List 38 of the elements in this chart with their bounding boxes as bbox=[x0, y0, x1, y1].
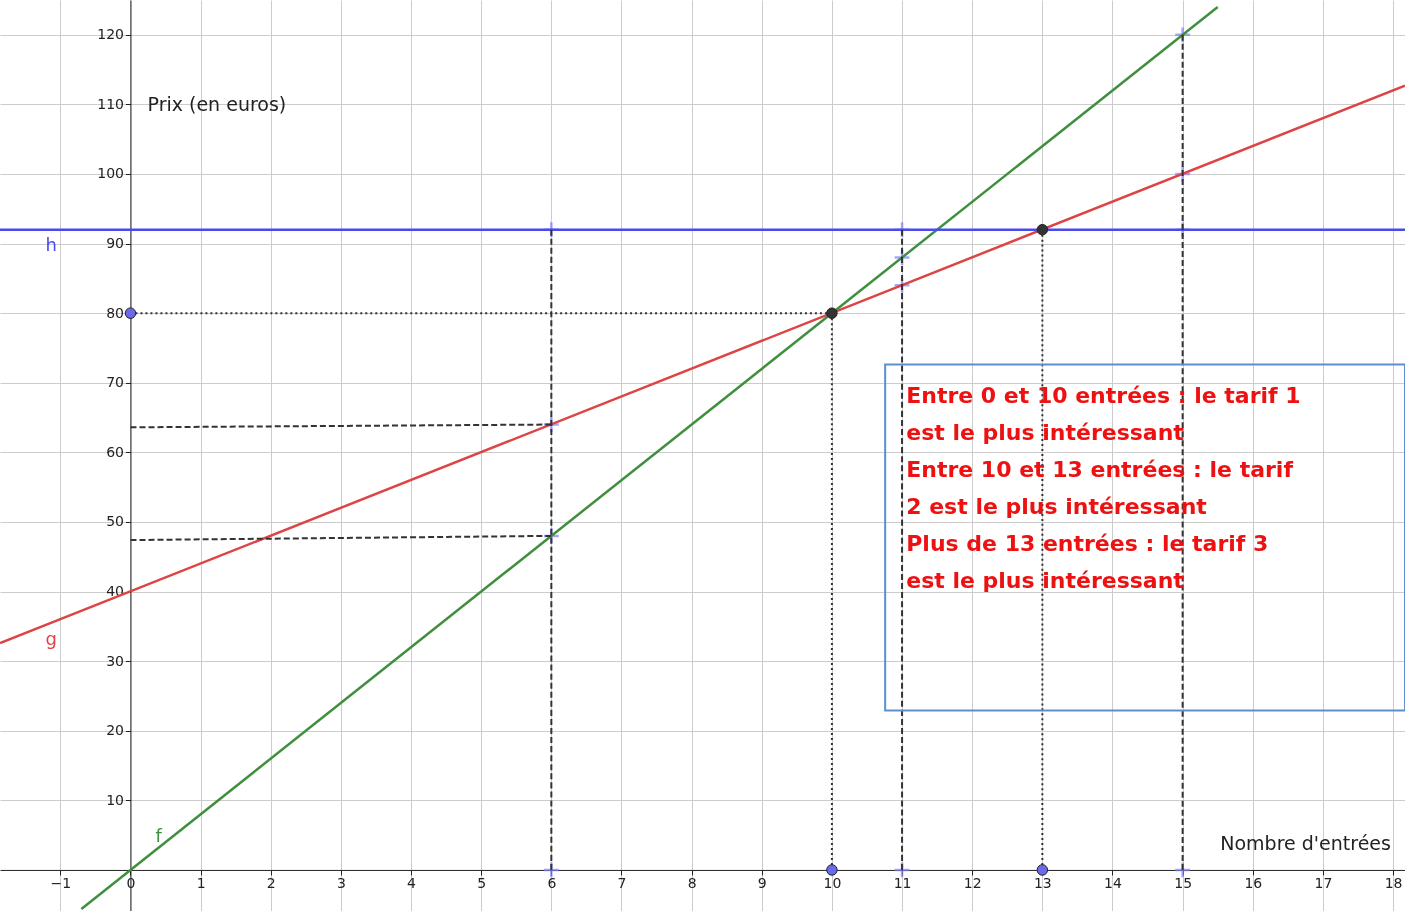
x-tick-label: 12 bbox=[963, 875, 982, 892]
annotation: Plus de 13 entrées : le tarif 3 est le plus intéressant bbox=[906, 531, 1269, 594]
x-tick-label: 13 bbox=[1033, 875, 1052, 892]
series-label: f bbox=[155, 824, 163, 846]
x-tick-label: 10 bbox=[823, 875, 842, 892]
x-tick-label: −1 bbox=[50, 875, 72, 892]
y-tick-label: 120 bbox=[97, 26, 124, 43]
x-tick-label: 6 bbox=[547, 875, 557, 892]
y-axis-title: Prix (en euros) bbox=[147, 92, 287, 115]
annotation: Entre 10 et 13 entrées : le tarif 2 est le plus intéressant bbox=[906, 457, 1294, 520]
x-tick-label: 7 bbox=[617, 875, 627, 892]
series-label: g bbox=[45, 627, 57, 649]
y-tick-label: 10 bbox=[106, 791, 124, 808]
y-tick-label: 100 bbox=[97, 165, 124, 182]
x-tick-label: 5 bbox=[477, 875, 487, 892]
x-tick-label: 14 bbox=[1104, 875, 1122, 892]
y-tick-label: 20 bbox=[106, 722, 124, 739]
y-tick-label: 60 bbox=[106, 443, 124, 460]
y-tick-label: 110 bbox=[97, 95, 124, 112]
y-tick-label: 90 bbox=[106, 235, 124, 252]
y-tick-label: 50 bbox=[106, 513, 124, 530]
x-tick-label: 1 bbox=[196, 875, 206, 892]
x-tick-label: 18 bbox=[1384, 875, 1403, 892]
x-tick-label: 9 bbox=[757, 875, 767, 892]
annotation: Entre 0 et 10 entrées : le tarif 1 est le plus intéressant bbox=[906, 383, 1301, 446]
x-tick-label: 3 bbox=[336, 875, 346, 892]
x-tick-label: 2 bbox=[266, 875, 276, 892]
x-tick-label: 16 bbox=[1244, 875, 1263, 892]
x-tick-label: 15 bbox=[1174, 875, 1193, 892]
series-label: h bbox=[45, 233, 57, 255]
x-tick-label: 4 bbox=[407, 875, 417, 892]
x-tick-label: 8 bbox=[687, 875, 697, 892]
y-tick-label: 80 bbox=[106, 304, 124, 321]
x-axis-title: Nombre d'entrées bbox=[1220, 831, 1391, 854]
x-tick-label: 11 bbox=[893, 875, 912, 892]
x-tick-label: 17 bbox=[1314, 875, 1333, 892]
y-tick-label: 30 bbox=[106, 652, 124, 669]
y-tick-label: 70 bbox=[106, 374, 124, 391]
